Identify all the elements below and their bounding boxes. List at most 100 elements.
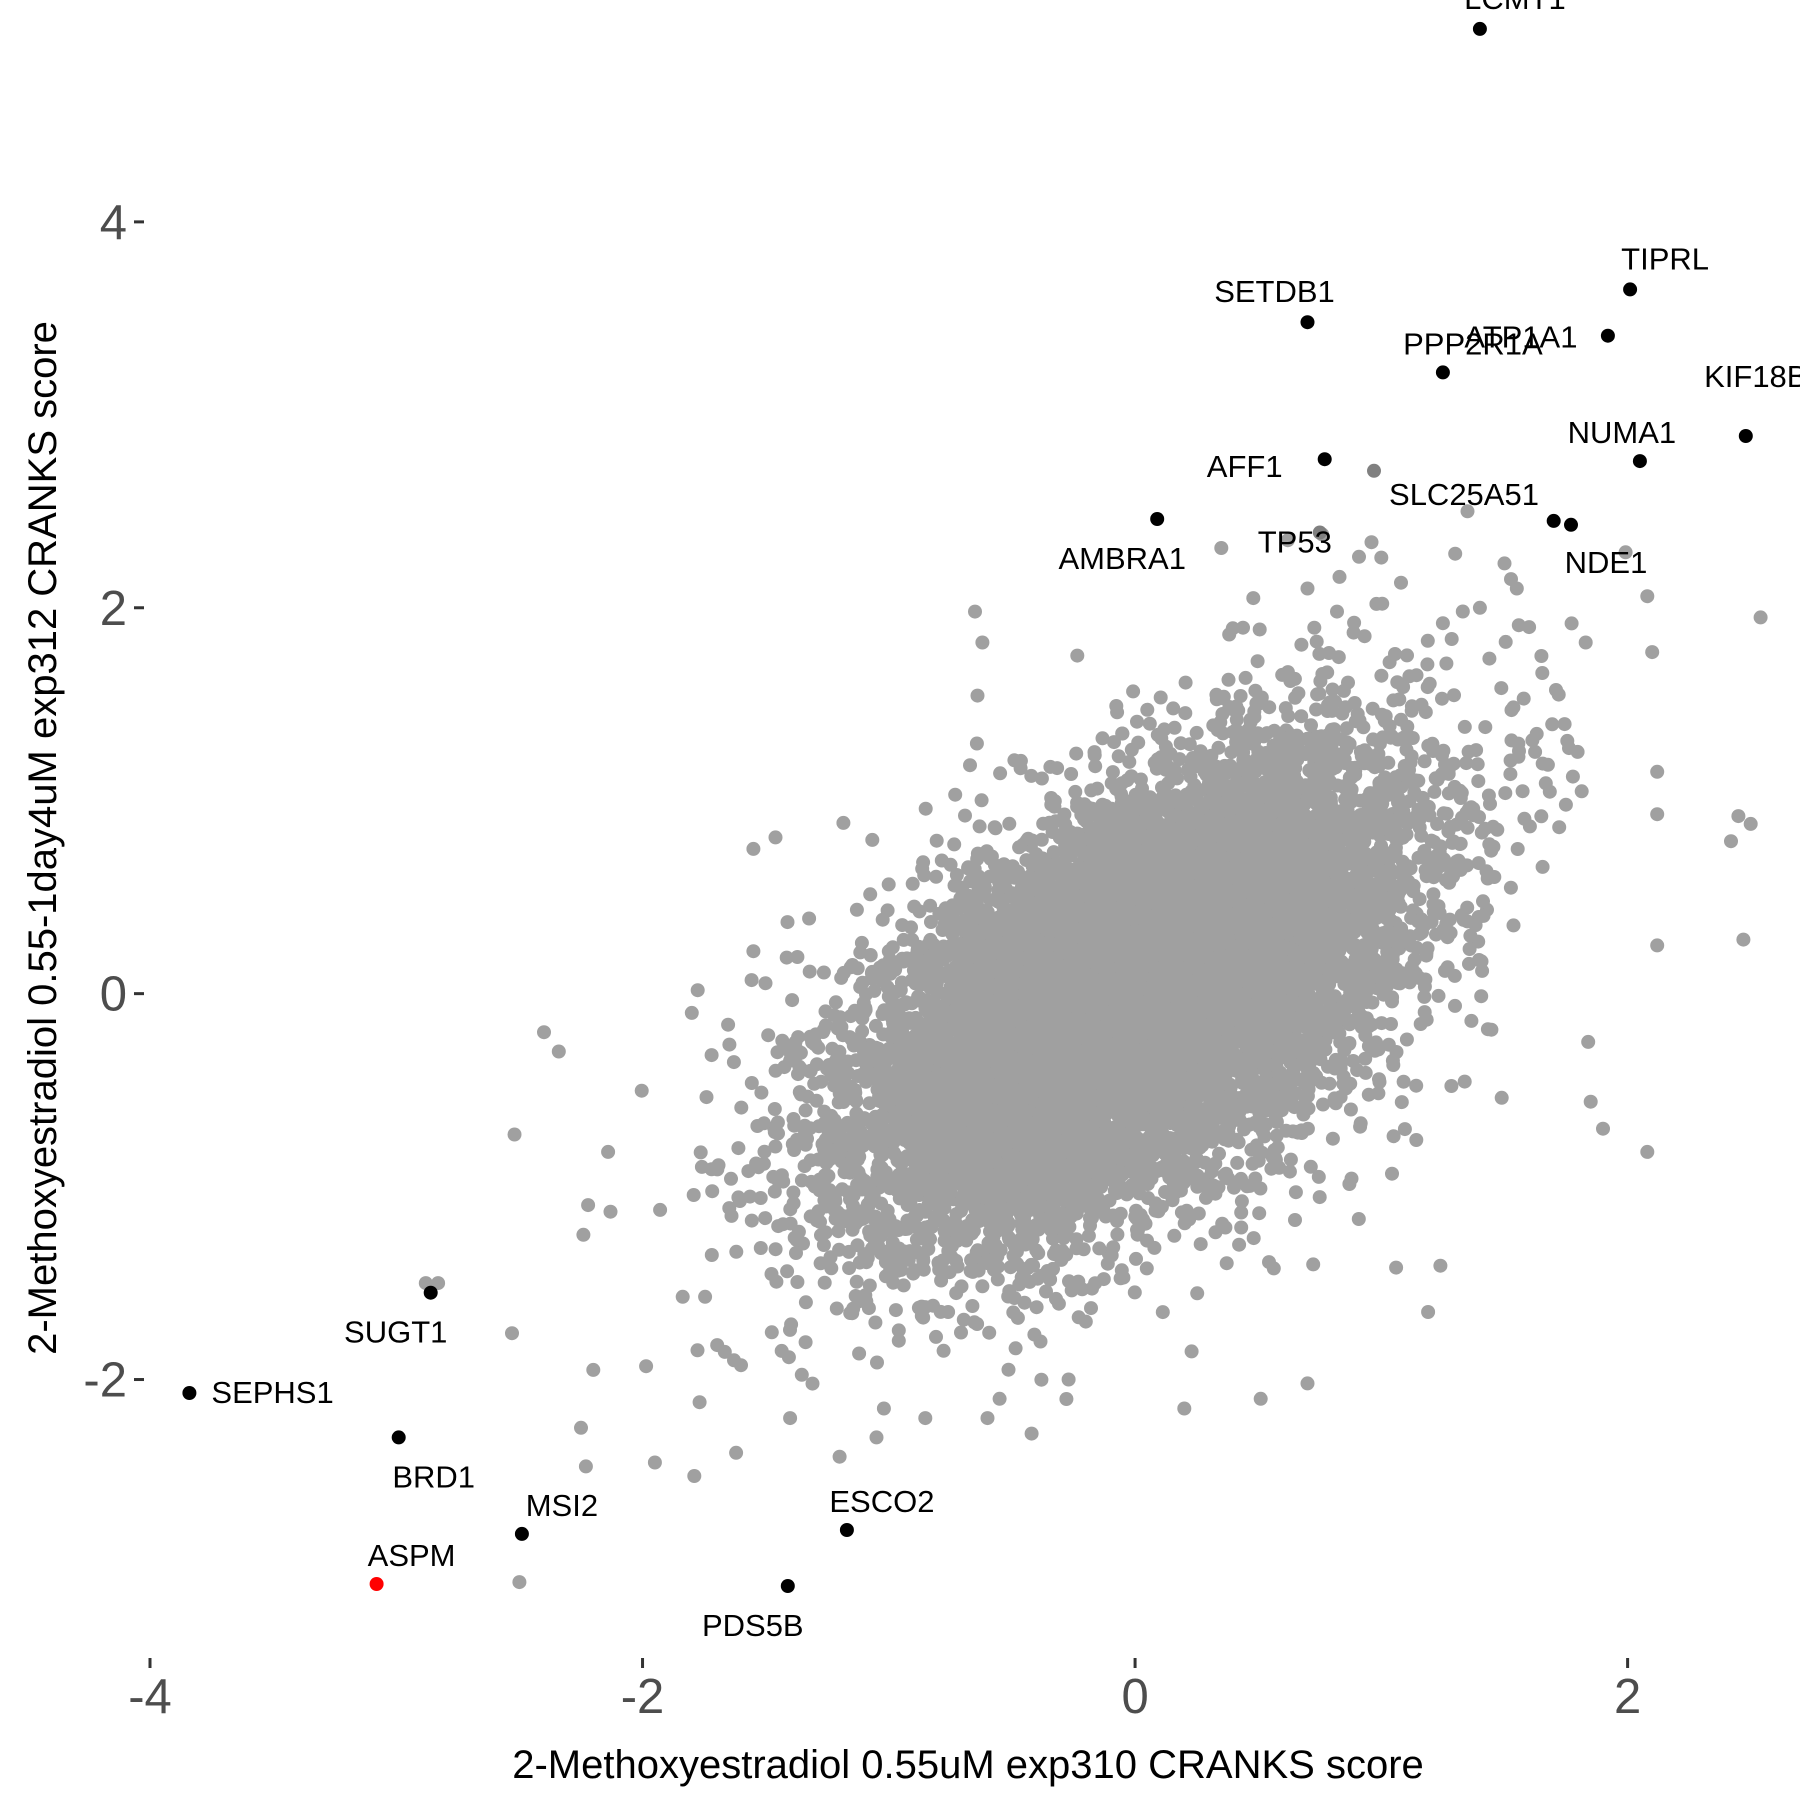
background-point [805, 1376, 820, 1391]
background-point [975, 1279, 990, 1294]
background-point [798, 1335, 813, 1350]
background-point [705, 1184, 720, 1199]
background-point [758, 1211, 773, 1226]
background-point [1050, 761, 1065, 776]
background-point [881, 877, 896, 892]
background-point [753, 1241, 768, 1255]
background-point [764, 1325, 779, 1340]
background-point [929, 869, 944, 884]
background-point [675, 1289, 690, 1304]
background-point [1167, 720, 1182, 735]
background-point [1234, 1205, 1249, 1220]
background-point [852, 1346, 867, 1361]
background-point [967, 1315, 982, 1330]
background-point [1396, 680, 1411, 694]
background-point [1178, 675, 1193, 690]
background-point [1506, 918, 1521, 933]
background-point [768, 1139, 783, 1154]
background-point [896, 1278, 911, 1293]
background-point [1348, 767, 1363, 782]
background-point [1307, 620, 1322, 635]
background-point [1386, 1129, 1401, 1144]
background-point [1309, 634, 1324, 649]
background-point [1157, 722, 1172, 737]
background-point [1068, 784, 1083, 799]
background-point [1417, 754, 1432, 769]
background-point [1409, 1133, 1424, 1147]
background-point [954, 1325, 968, 1340]
background-point [1436, 806, 1451, 821]
background-point [798, 1295, 813, 1310]
background-point [1219, 1256, 1234, 1271]
background-point [1246, 1231, 1261, 1246]
background-point [1351, 1212, 1366, 1226]
background-point [1570, 744, 1585, 759]
background-point [1460, 820, 1475, 835]
background-point [849, 1274, 864, 1289]
background-point [1221, 672, 1236, 687]
background-point [1517, 811, 1532, 826]
background-point [1178, 706, 1193, 721]
background-point [690, 983, 705, 998]
background-point [1444, 1079, 1459, 1093]
background-point [731, 1141, 746, 1156]
background-point [1325, 682, 1340, 697]
background-point [1129, 1251, 1143, 1266]
background-point [1404, 699, 1419, 714]
background-point [1381, 755, 1396, 770]
background-point [721, 1017, 736, 1032]
background-points [418, 504, 1768, 1590]
background-point [1140, 702, 1155, 717]
background-point [692, 1395, 707, 1410]
background-point [1483, 796, 1497, 811]
background-point [1618, 545, 1633, 560]
background-point [729, 1244, 744, 1259]
background-point [1111, 749, 1126, 764]
background-point [1420, 657, 1435, 672]
background-point [1528, 744, 1543, 759]
background-point [863, 887, 878, 902]
background-point [785, 993, 800, 1008]
background-point [824, 1261, 839, 1276]
background-point [1352, 549, 1366, 564]
background-point [1002, 816, 1017, 831]
background-point [1534, 809, 1549, 824]
background-point [1155, 1305, 1170, 1320]
background-point [1248, 683, 1263, 698]
background-point [1312, 1190, 1327, 1205]
background-point [1122, 754, 1137, 769]
background-point [1418, 705, 1433, 720]
background-point [726, 1055, 741, 1070]
background-point [753, 1191, 768, 1205]
background-point [1535, 666, 1550, 680]
background-point [888, 1303, 903, 1318]
background-point [789, 1246, 803, 1260]
background-point [918, 1411, 933, 1426]
background-point [1234, 1194, 1249, 1209]
background-point [885, 940, 900, 955]
background-point [956, 1312, 971, 1327]
background-point [1139, 1261, 1154, 1276]
background-point [711, 1158, 726, 1173]
background-point [1282, 1164, 1297, 1179]
background-point [794, 1367, 809, 1382]
background-point [1105, 765, 1120, 780]
background-point [693, 1145, 708, 1160]
background-point [974, 793, 989, 808]
background-point [1039, 1284, 1053, 1299]
background-point [1431, 899, 1446, 914]
background-point [1303, 1159, 1318, 1174]
background-point [639, 1359, 654, 1374]
background-point [1219, 1166, 1234, 1181]
background-point [769, 1274, 784, 1289]
background-point [1427, 784, 1442, 799]
background-point [891, 1323, 906, 1338]
background-point [972, 819, 987, 834]
background-point [1316, 1097, 1330, 1112]
background-point [895, 918, 910, 933]
background-point [1325, 1131, 1340, 1146]
background-point [862, 1278, 877, 1293]
background-point [891, 1333, 906, 1348]
background-point [767, 1184, 782, 1199]
